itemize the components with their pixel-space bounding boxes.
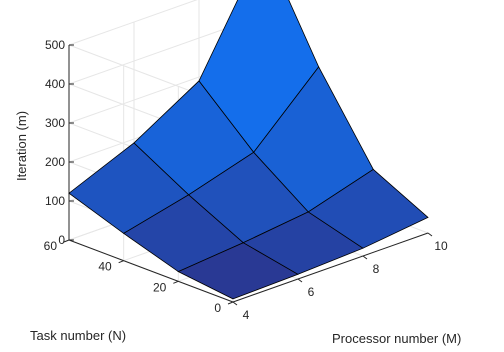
y-axis-label: Task number (N) [30,328,126,343]
z-tick-label: 400 [45,77,65,91]
x-axis-label: Processor number (M) [332,331,461,346]
x-tick-mark [362,255,368,260]
z-tick-label: 200 [45,155,65,169]
y-tick-mark [118,260,124,264]
y-tick-mark [63,239,70,243]
x-tick-label: 10 [434,239,448,253]
z-tick-label: 0 [58,233,65,247]
surface-layer [68,0,429,300]
x-tick-mark [427,232,433,237]
x-tick-label: 4 [243,308,250,322]
axes-layer [68,45,429,303]
x-axis-line [232,232,429,303]
x-tick-label: 6 [308,285,315,299]
z-axis-label: Iteration (m) [14,111,29,181]
x-tick-label: 8 [373,262,380,276]
y-tick-label: 60 [44,239,58,253]
y-tick-label: 0 [214,301,221,315]
surface-patch [307,168,429,249]
z-tick-label: 300 [45,116,65,130]
y-tick-mark [173,280,179,284]
y-tick-mark [227,301,234,305]
ticks-layer: 0 100 200 300 400 500 0 20 40 60 4 6 8 10 [44,38,448,322]
z-tick-label: 500 [45,38,65,52]
y-tick-label: 20 [153,280,167,294]
y-tick-label: 40 [98,260,112,274]
x-tick-mark [297,278,303,283]
z-tick-label: 100 [45,194,65,208]
y-axis-line [68,239,234,303]
x-tick-mark [232,301,238,306]
grid-line [68,0,198,46]
